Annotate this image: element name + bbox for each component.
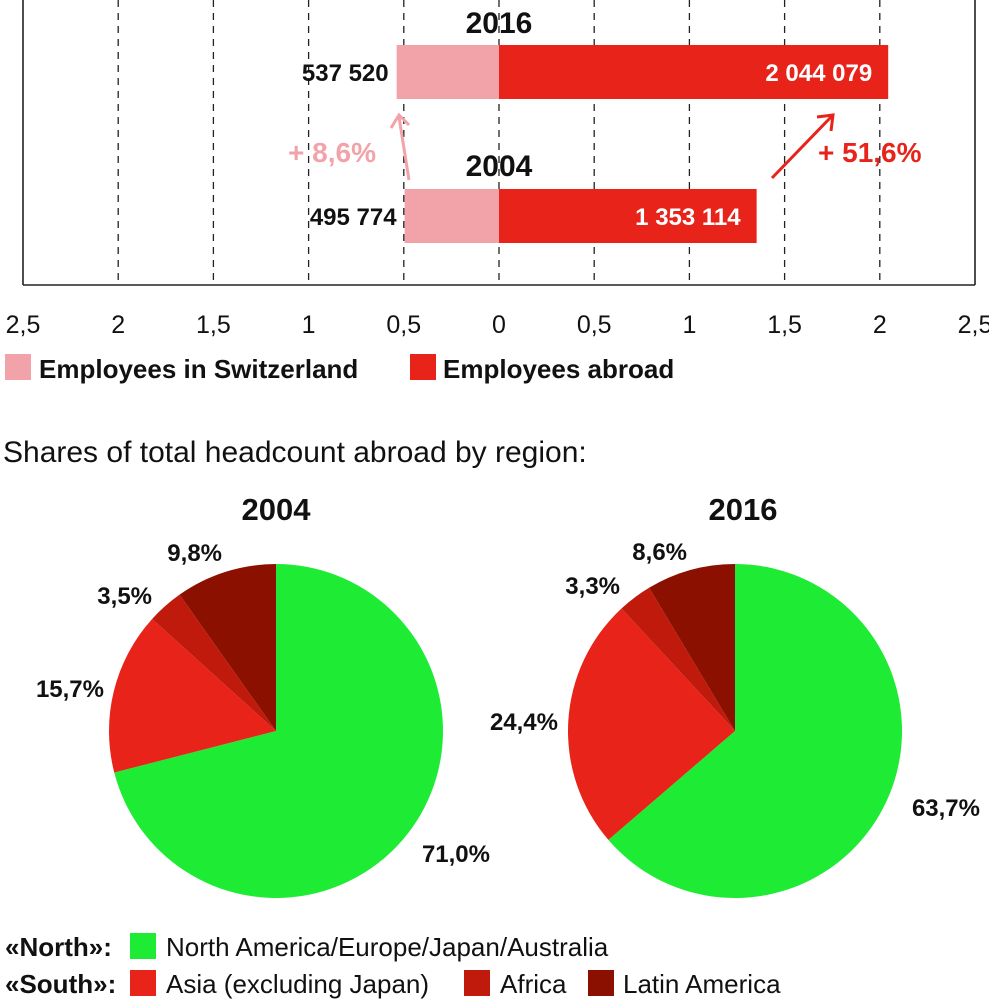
bar-chart-bars: 537 520 2 044 079 2016 495 774 1 353 114 2004 <box>302 7 889 243</box>
pie-slice-2016-asia <box>568 608 735 840</box>
bar-year-label-2016: 2016 <box>466 7 533 40</box>
legend-group-south: «South»: <box>5 969 116 999</box>
pie-chart-2016 <box>568 564 903 898</box>
pie-2004-label-north: 71,0% <box>422 841 490 868</box>
x-tick-label: 1,5 <box>196 311 231 339</box>
pie-2016-label-latin-america: 8,6% <box>632 539 687 566</box>
x-tick-label: 2,5 <box>6 311 41 339</box>
legend-group-north: «North»: <box>5 932 112 962</box>
x-tick-label: 2,5 <box>958 311 989 339</box>
legend-swatch-switzerland <box>5 354 31 380</box>
pie-slice-2004-africa <box>152 594 276 731</box>
bar-label-switzerland-2016: 537 520 <box>302 60 389 87</box>
x-tick-label: 1 <box>682 311 696 339</box>
legend-swatch-north <box>130 933 156 959</box>
x-tick-label: 1 <box>302 311 316 339</box>
pie-chart-2004 <box>108 564 444 899</box>
pie-2004-label-asia: 15,7% <box>36 676 104 703</box>
pie-title-2016: 2016 <box>709 492 778 527</box>
pie-slice-2016-north <box>608 564 903 898</box>
bar-year-label-2004: 2004 <box>466 150 533 183</box>
growth-arrow-switzerland <box>389 112 411 181</box>
x-tick-label: 1,5 <box>767 311 802 339</box>
legend-swatch-africa <box>464 970 490 996</box>
x-tick-label: 0 <box>492 311 506 339</box>
pie-2016-label-asia: 24,4% <box>490 709 558 736</box>
legend-label-switzerland: Employees in Switzerland <box>39 354 358 384</box>
legend-label-latin-america: Latin America <box>623 969 781 999</box>
bar-label-switzerland-2004: 495 774 <box>310 204 397 231</box>
pie-2016-label-africa: 3,3% <box>565 573 620 600</box>
legend-swatch-latin-america <box>588 970 614 996</box>
x-tick-label: 2 <box>111 311 125 339</box>
growth-label-abroad: + 51,6% <box>818 137 922 168</box>
pie-2004-label-latin-america: 9,8% <box>167 540 222 567</box>
x-tick-label: 2 <box>873 311 887 339</box>
bar-switzerland-2004 <box>404 189 499 243</box>
pie-title-2004: 2004 <box>242 492 312 527</box>
pie-2016-label-north: 63,7% <box>912 795 980 822</box>
bar-chart-x-axis: 2,5 2 1,5 1 0,5 0 0,5 1 1,5 2 2,5 <box>6 311 989 339</box>
legend-label-north: North America/Europe/Japan/Australia <box>166 932 609 962</box>
bar-abroad-2016 <box>499 45 889 99</box>
legend-label-africa: Africa <box>500 969 567 999</box>
growth-arrow-abroad <box>770 113 835 180</box>
legend-swatch-abroad <box>410 354 436 380</box>
x-tick-label: 0,5 <box>577 311 612 339</box>
legend-label-abroad: Employees abroad <box>443 354 674 384</box>
legend-swatch-asia <box>130 970 156 996</box>
pie-slice-2004-asia <box>108 618 276 773</box>
bar-label-abroad-2016: 2 044 079 <box>765 60 872 87</box>
x-tick-label: 0,5 <box>386 311 421 339</box>
pie-slice-2004-latin-america <box>179 564 276 731</box>
legend-label-asia: Asia (excluding Japan) <box>166 969 429 999</box>
bar-switzerland-2016 <box>396 45 499 99</box>
pie-slice-2016-africa <box>621 587 735 731</box>
bar-label-abroad-2004: 1 353 114 <box>635 204 741 231</box>
pie-slice-2004-north <box>114 564 444 899</box>
bar-abroad-2004 <box>499 189 757 243</box>
growth-label-switzerland: + 8,6% <box>288 137 376 168</box>
pie-section-subtitle: Shares of total headcount abroad by regi… <box>3 436 587 469</box>
pie-slice-2016-latin-america <box>649 564 735 731</box>
pie-2004-label-africa: 3,5% <box>97 583 152 610</box>
